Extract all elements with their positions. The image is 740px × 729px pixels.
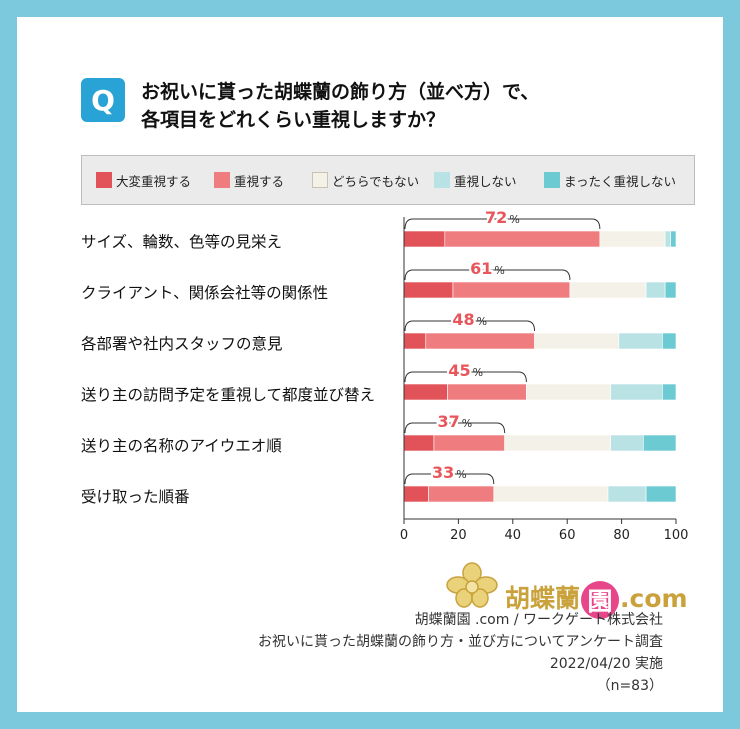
credit-title: お祝いに貰った胡蝶蘭の飾り方・並び方についてアンケート調査 (257, 634, 663, 650)
bar-segment (610, 383, 663, 401)
category-label: 各部署や社内スタッフの意見 (81, 335, 283, 353)
bar-segment (664, 281, 677, 299)
legend-swatch (434, 172, 450, 188)
legend-item: どちらでもない (312, 156, 419, 204)
highlight-bracket (404, 473, 495, 485)
highlight-bracket (404, 422, 506, 434)
legend-swatch (544, 172, 560, 188)
x-tick-label: 0 (400, 528, 408, 543)
legend-item: 大変重視する (96, 156, 191, 204)
category-label: サイズ、輪数、色等の見栄え (81, 233, 283, 251)
question-line-2: 各項目をどれくらい重視しますか？ (141, 109, 446, 131)
orchid-icon (446, 562, 498, 608)
bar-segment (504, 434, 612, 452)
bar-segment (403, 434, 435, 452)
legend-item: まったく重視しない (544, 156, 676, 204)
logo-text: 胡蝶蘭 (505, 584, 581, 613)
legend-swatch (312, 172, 328, 188)
logo-suffix: .com (620, 584, 688, 613)
credit-sample-size: （n=83） (596, 678, 663, 694)
highlight-bracket (404, 371, 527, 383)
legend-label: 大変重視する (116, 173, 192, 189)
category-label: 送り主の訪問予定を重視して都度並び替え (81, 386, 376, 404)
legend-label: まったく重視しない (564, 173, 677, 189)
bar-segment (670, 230, 677, 248)
bar-segment (493, 485, 609, 503)
question-line-1: お祝いに貰った胡蝶蘭の飾り方（並べ方）で、 (141, 81, 540, 103)
question-badge: Q (81, 78, 125, 122)
bar-segment (664, 230, 671, 248)
bar-segment (662, 383, 677, 401)
legend-label: 重視する (234, 173, 285, 189)
legend-label: 重視しない (454, 173, 517, 189)
bar-segment (403, 332, 427, 350)
bar-segment (403, 281, 454, 299)
highlight-bracket (404, 320, 536, 332)
highlight-value: 48% (452, 310, 487, 329)
bar-segment (645, 281, 666, 299)
bar-segment (643, 434, 677, 452)
legend-label: どちらでもない (332, 173, 420, 189)
legend-swatch (214, 172, 230, 188)
highlight-value: 37% (437, 412, 472, 431)
highlight-value: 45% (448, 361, 483, 380)
category-label: クライアント、関係会社等の関係性 (81, 284, 329, 302)
bar-segment (569, 281, 647, 299)
bar-segment (428, 485, 495, 503)
bar-segment (433, 434, 505, 452)
highlight-value: 72% (485, 208, 520, 227)
bar-segment (534, 332, 620, 350)
x-tick-label: 40 (505, 528, 522, 543)
highlight-value: 33% (432, 463, 467, 482)
x-tick-label: 20 (450, 528, 467, 543)
legend-item: 重視する (214, 156, 284, 204)
bar-segment (662, 332, 677, 350)
legend-swatch (96, 172, 112, 188)
legend: 大変重視する 重視する どちらでもない 重視しない まったく重視しない (81, 155, 695, 205)
category-label: 送り主の名称のアイウエオ順 (81, 437, 282, 455)
category-label: 受け取った順番 (81, 488, 190, 506)
bar-segment (607, 485, 647, 503)
highlight-bracket (404, 269, 571, 281)
credit-source: 胡蝶蘭園 .com / ワークゲート株式会社 (414, 612, 663, 628)
brand-logo: 胡蝶蘭園 .com (505, 579, 688, 619)
highlight-bracket (404, 218, 601, 230)
credit-date: 2022/04/20 実施 (549, 656, 663, 672)
bar-segment (444, 230, 601, 248)
stacked-bar-chart: 72 % 61 % 48 % 45 % 37 % 33 % 0 20 40 60 80 100 (400, 206, 689, 543)
bar-segment (403, 230, 446, 248)
bar-segment (610, 434, 644, 452)
bar-segment (599, 230, 666, 248)
legend-item: 重視しない (434, 156, 517, 204)
x-tick-label: 80 (613, 528, 630, 543)
bar-segment (526, 383, 612, 401)
logo-circle: 園 (581, 581, 620, 619)
x-tick-label: 60 (559, 528, 576, 543)
bar-segment (447, 383, 527, 401)
highlight-value: 61% (470, 259, 505, 278)
bar-segment (403, 485, 429, 503)
bar-segment (403, 383, 448, 401)
card: Q お祝いに貰った胡蝶蘭の飾り方（並べ方）で、 各項目をどれくらい重視しますか？… (17, 17, 723, 712)
bar-segment (452, 281, 571, 299)
bar-segment (425, 332, 535, 350)
bar-segment (645, 485, 677, 503)
bar-segment (618, 332, 663, 350)
x-tick-label: 100 (664, 528, 689, 543)
